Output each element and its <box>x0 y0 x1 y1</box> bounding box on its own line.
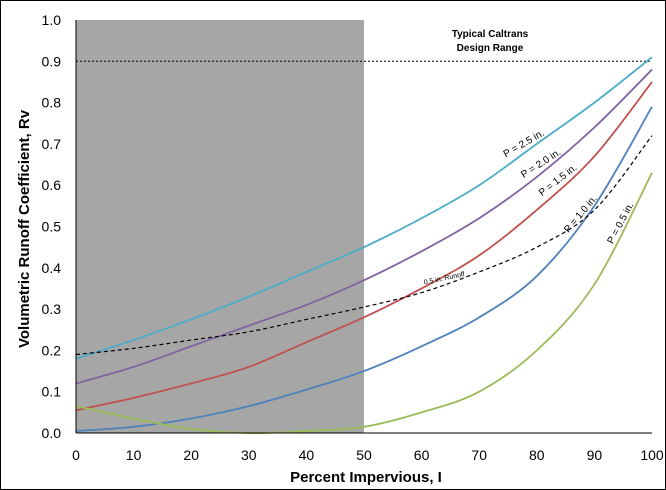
series-label-4: P = 0.5 in. <box>606 201 637 246</box>
y-tick-label: 0.5 <box>42 219 62 235</box>
design-range-shading <box>76 20 364 433</box>
y-tick-label: 0.8 <box>42 95 62 111</box>
series-line-0 <box>75 56 653 360</box>
series-label-0: P = 2.5 in. <box>502 128 547 160</box>
series-label-5: 0.5 in. Runoff <box>423 271 465 286</box>
series-line-3 <box>75 106 653 432</box>
design-range-label-line1: Typical Caltrans <box>452 29 529 40</box>
x-tick-label: 0 <box>72 447 80 463</box>
x-tick-label: 50 <box>356 447 372 463</box>
x-tick-label: 90 <box>587 447 603 463</box>
y-tick-label: 0.7 <box>42 136 62 152</box>
x-tick-label: 80 <box>529 447 545 463</box>
y-tick-label: 0.4 <box>42 260 62 276</box>
series-line-4 <box>75 172 653 434</box>
x-tick-label: 10 <box>126 447 142 463</box>
y-axis-title: Volumetric Runoff Coefficient, Rv <box>16 109 33 348</box>
y-tick-label: 1.0 <box>42 12 62 28</box>
y-tick-label: 0.9 <box>42 53 62 69</box>
series-line-1 <box>75 68 653 385</box>
x-tick-label: 100 <box>640 447 664 463</box>
y-tick-label: 0.3 <box>42 301 62 317</box>
y-tick-label: 0.6 <box>42 177 62 193</box>
x-tick-label: 70 <box>471 447 487 463</box>
x-tick-label: 60 <box>414 447 430 463</box>
y-tick-label: 0.2 <box>42 342 62 358</box>
series-line-5 <box>75 135 653 356</box>
y-tick-label: 0.1 <box>42 384 62 400</box>
x-axis-title: Percent Impervious, I <box>290 469 442 486</box>
x-tick-label: 40 <box>299 447 315 463</box>
series-label-3: P = 1.0 in. <box>562 193 599 235</box>
series-line-2 <box>75 81 653 412</box>
x-tick-label: 20 <box>183 447 199 463</box>
x-tick-label: 30 <box>241 447 257 463</box>
y-tick-label: 0.0 <box>42 425 62 441</box>
design-range-label-line2: Design Range <box>457 43 524 54</box>
